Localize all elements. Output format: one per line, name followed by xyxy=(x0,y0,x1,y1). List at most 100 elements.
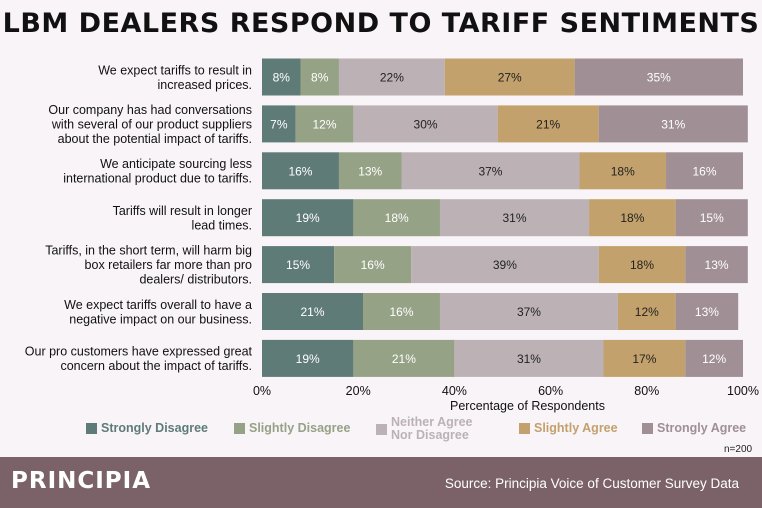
bar-segment xyxy=(444,58,575,96)
bar-segment xyxy=(300,58,339,96)
x-axis-label: Percentage of Respondents xyxy=(450,399,605,413)
legend-item: Strongly Agree xyxy=(642,422,746,435)
bar-segment xyxy=(262,58,301,96)
bar-segment xyxy=(353,105,498,143)
bar-segment xyxy=(439,293,618,330)
legend-swatch xyxy=(234,423,245,434)
data-label: 8% xyxy=(311,71,329,85)
bar-segment xyxy=(262,246,335,284)
data-label: 18% xyxy=(611,164,635,178)
data-label: 22% xyxy=(380,71,404,85)
bar-segment xyxy=(439,199,590,237)
legend-item: Slightly Disagree xyxy=(234,422,350,435)
data-label: 31% xyxy=(517,352,541,366)
data-label: 21% xyxy=(536,117,560,131)
legend-swatch xyxy=(519,423,530,434)
data-label: 21% xyxy=(392,352,416,366)
legend-item: Slightly Agree xyxy=(519,422,618,435)
x-tick-label: 0% xyxy=(253,384,271,398)
data-label: 12% xyxy=(635,305,659,319)
sample-size-label: n=200 xyxy=(724,444,753,455)
chart-title: LBM DEALERS RESPOND TO TARIFF SENTIMENTS xyxy=(2,8,760,39)
x-tick-label: 40% xyxy=(442,384,467,398)
brand-logo-text: PRINCIPIA xyxy=(11,468,152,494)
source-note: Source: Principia Voice of Customer Surv… xyxy=(444,476,739,491)
bar-segment xyxy=(666,152,743,190)
bar-segment xyxy=(675,293,739,330)
category-label: Our company has had conversations with se… xyxy=(48,103,252,146)
bar-segment xyxy=(262,199,354,237)
bar-segment xyxy=(603,339,686,377)
x-tick-label: 80% xyxy=(634,384,659,398)
data-label: 27% xyxy=(498,71,522,85)
data-label: 16% xyxy=(288,164,312,178)
data-label: 13% xyxy=(705,258,729,272)
bar-segment xyxy=(353,339,455,377)
bar-segment xyxy=(617,293,676,330)
legend-label: Strongly Disagree xyxy=(101,421,208,435)
data-label: 16% xyxy=(389,305,413,319)
legend-swatch xyxy=(642,423,653,434)
bar-segment xyxy=(262,293,364,330)
legend-swatch xyxy=(376,423,387,435)
data-label: 12% xyxy=(313,117,337,131)
data-label: 37% xyxy=(517,305,541,319)
data-label: 13% xyxy=(695,305,719,319)
legend-item: Strongly Disagree xyxy=(86,422,208,435)
bar-segment xyxy=(401,152,580,190)
x-tick-label: 100% xyxy=(727,384,759,398)
bar-segment xyxy=(363,293,440,330)
category-label: Our pro customers have expressed great co… xyxy=(25,345,253,374)
footer-bar: PRINCIPIA Source: Principia Voice of Cus… xyxy=(0,457,762,508)
stacked-bar-chart: We expect tariffs to result in increased … xyxy=(25,58,759,413)
bar-segment xyxy=(675,199,748,237)
data-label: 18% xyxy=(630,258,654,272)
data-label: 8% xyxy=(273,71,291,85)
legend-label: Neither Agree Nor Disagree xyxy=(391,415,473,442)
data-label: 19% xyxy=(296,352,320,366)
bar-segment xyxy=(454,339,604,377)
data-label: 12% xyxy=(702,352,726,366)
x-tick-label: 20% xyxy=(346,384,371,398)
bar-segment xyxy=(579,152,667,190)
data-label: 21% xyxy=(300,305,324,319)
data-label: 13% xyxy=(358,164,382,178)
bar-segment xyxy=(598,246,686,284)
bar-segment xyxy=(262,339,354,377)
bar-segment xyxy=(589,199,676,237)
bar-segment xyxy=(353,199,440,237)
bar-segment xyxy=(262,105,296,143)
data-label: 16% xyxy=(361,258,385,272)
bar-segment xyxy=(411,246,599,284)
x-tick-label: 60% xyxy=(538,384,563,398)
data-label: 18% xyxy=(385,211,409,225)
category-label: Tariffs will result in longer lead times. xyxy=(113,204,252,233)
data-label: 37% xyxy=(478,164,502,178)
legend-item: Neither Agree Nor Disagree xyxy=(376,416,473,442)
bar-segment xyxy=(295,105,354,143)
data-label: 30% xyxy=(414,117,438,131)
data-label: 17% xyxy=(632,352,656,366)
data-label: 15% xyxy=(286,258,310,272)
data-label: 19% xyxy=(296,211,320,225)
bar-segment xyxy=(574,58,743,96)
data-label: 35% xyxy=(647,71,671,85)
category-label: We expect tariffs overall to have a negat… xyxy=(64,298,252,327)
data-label: 31% xyxy=(503,211,527,225)
data-label: 18% xyxy=(620,211,644,225)
legend-label: Slightly Disagree xyxy=(249,421,351,435)
legend-label: Strongly Agree xyxy=(657,421,747,435)
category-label: We expect tariffs to result in increased … xyxy=(98,63,252,92)
legend-label: Slightly Agree xyxy=(534,421,618,435)
bar-segment xyxy=(497,105,599,143)
bar-segment xyxy=(334,246,412,284)
bar-segment xyxy=(685,339,743,377)
bar-segment xyxy=(685,246,748,284)
data-label: 16% xyxy=(693,164,717,178)
data-label: 7% xyxy=(270,117,288,131)
data-label: 15% xyxy=(700,211,724,225)
data-label: 31% xyxy=(661,117,685,131)
legend-swatch xyxy=(86,423,97,434)
bar-segment xyxy=(338,152,402,190)
category-label: Tariffs, in the short term, will harm bi… xyxy=(45,244,252,287)
